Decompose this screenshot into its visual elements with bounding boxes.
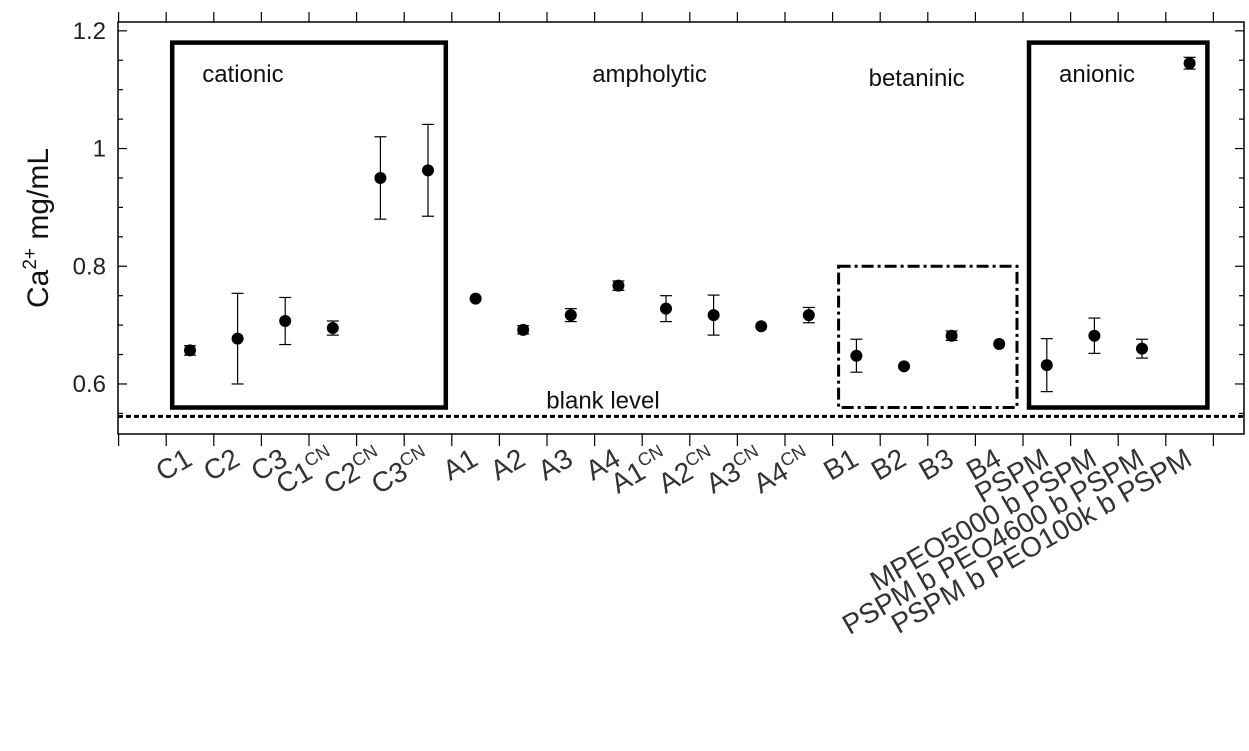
data-marker xyxy=(184,344,196,357)
x-tick-label: C1 xyxy=(150,442,197,487)
data-point xyxy=(945,329,958,342)
data-marker xyxy=(850,349,863,362)
data-marker xyxy=(279,314,292,327)
y-axis-label: Ca2+ mg/mL xyxy=(20,148,55,308)
data-marker xyxy=(517,323,530,336)
data-marker xyxy=(660,302,672,315)
data-point xyxy=(802,306,815,324)
x-tick-label: C2 xyxy=(198,442,245,487)
data-point xyxy=(1183,56,1196,70)
data-marker xyxy=(755,320,768,333)
x-ticks xyxy=(117,12,1215,446)
x-tick-label: A4CN xyxy=(747,441,816,500)
plot-frame xyxy=(117,21,1245,435)
data-point xyxy=(612,279,625,292)
group-box-anionic xyxy=(1026,40,1210,410)
data-marker xyxy=(612,279,625,292)
y-tick-label: 1.2 xyxy=(73,18,106,45)
data-marker xyxy=(1088,329,1101,342)
data-marker xyxy=(898,360,910,373)
x-tick-label: B1 xyxy=(818,442,863,486)
data-point xyxy=(1040,338,1053,393)
y-ticks xyxy=(118,30,1244,414)
data-marker xyxy=(993,337,1006,350)
data-point xyxy=(1136,338,1148,359)
data-point xyxy=(279,296,292,346)
data-marker xyxy=(422,164,434,177)
data-marker xyxy=(564,309,577,322)
y-tick-label: 1 xyxy=(93,136,106,163)
data-marker xyxy=(469,292,482,305)
data-marker xyxy=(802,309,815,322)
x-tick-label: A3 xyxy=(533,442,578,486)
data-point xyxy=(184,344,196,357)
data-point xyxy=(517,323,530,336)
data-point xyxy=(1088,317,1101,354)
data-marker xyxy=(1183,57,1196,70)
data-marker xyxy=(326,322,339,335)
x-tick-label: A1 xyxy=(437,442,482,486)
data-point xyxy=(231,292,244,385)
data-marker xyxy=(1136,342,1148,355)
group-label-betaninic: betaninic xyxy=(869,65,965,92)
y-tick-label: 0.8 xyxy=(73,253,106,280)
data-point xyxy=(755,320,768,333)
y-tick-label: 0.6 xyxy=(73,371,106,398)
data-point xyxy=(326,320,339,336)
data-point xyxy=(660,295,672,323)
data-point xyxy=(898,360,910,373)
data-marker xyxy=(945,329,958,342)
data-point xyxy=(707,294,720,336)
data-marker xyxy=(1040,359,1053,372)
data-point xyxy=(469,292,482,305)
data-marker xyxy=(707,309,720,322)
data-marker xyxy=(374,171,387,184)
x-tick-label: B2 xyxy=(866,442,911,486)
x-tick-label: B3 xyxy=(913,442,958,486)
group-label-cationic: cationic xyxy=(202,61,283,88)
data-point xyxy=(850,338,863,373)
group-box-cationic xyxy=(169,40,449,410)
x-tick-label: A2 xyxy=(485,442,530,486)
group-label-ampholytic: ampholytic xyxy=(592,61,707,88)
data-marker xyxy=(231,332,244,345)
data-point xyxy=(422,123,434,217)
data-point xyxy=(564,308,577,323)
group-label-anionic: anionic xyxy=(1059,61,1135,88)
data-point xyxy=(374,136,387,220)
data-point xyxy=(993,337,1006,350)
group-box-betaninic xyxy=(837,264,1019,410)
blank-level-label: blank level xyxy=(546,387,659,414)
